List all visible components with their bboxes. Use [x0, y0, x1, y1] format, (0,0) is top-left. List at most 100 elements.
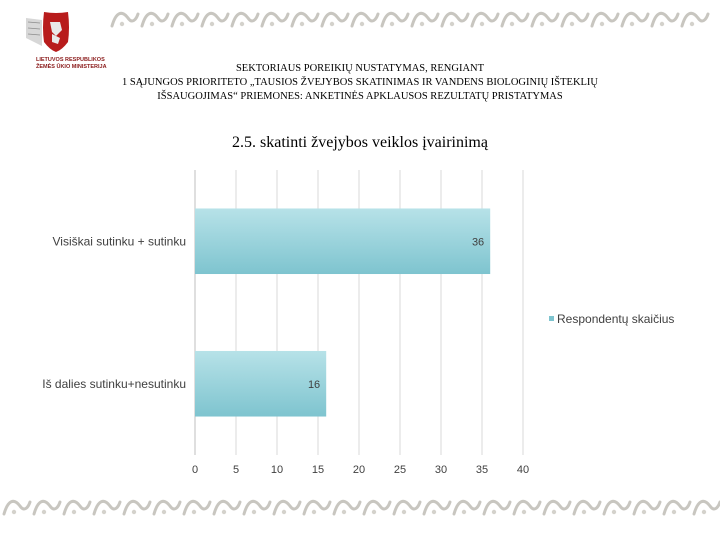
ornament-swirl [410, 11, 440, 28]
x-tick-label: 15 [312, 464, 324, 476]
ornament-dot [299, 21, 305, 27]
ornament-dot [269, 21, 275, 27]
ornament-border-bottom [2, 499, 720, 516]
ornament-swirl [512, 499, 542, 516]
ornament-swirl [590, 11, 620, 28]
ornament-swirl [350, 11, 380, 28]
ornament-dot [41, 509, 47, 515]
x-tick-label: 40 [517, 464, 529, 476]
ornament-dot [311, 509, 317, 515]
ornament-swirl [530, 11, 560, 28]
x-tick-label: 10 [271, 464, 283, 476]
ornament-swirl [230, 11, 260, 28]
ornament-dot [101, 509, 107, 515]
ornament-dot [479, 21, 485, 27]
ornament-dot [611, 509, 617, 515]
ornament-swirl [152, 499, 182, 516]
ornament-swirl [260, 11, 290, 28]
ornament-swirl [482, 499, 512, 516]
ornament-swirl [272, 499, 302, 516]
ornament-swirl [560, 11, 590, 28]
ornament-swirl [392, 499, 422, 516]
ornament-dot [119, 21, 125, 27]
ornament-swirl [692, 499, 720, 516]
ornament-dot [431, 509, 437, 515]
ornament-dot [641, 509, 647, 515]
ornament-swirl [290, 11, 320, 28]
header-line-2: 1 SĄJUNGOS PRIORITETO „TAUSIOS ŽVEJYBOS … [121, 77, 599, 88]
ornament-swirl [320, 11, 350, 28]
ornament-swirl [632, 499, 662, 516]
ornament-dot [659, 21, 665, 27]
bar [195, 350, 327, 417]
ornament-swirl [500, 11, 530, 28]
ornament-swirl [140, 11, 170, 28]
slide-header: SEKTORIAUS POREIKIŲ NUSTATYMAS, RENGIANT… [40, 62, 680, 104]
ornament-dot [401, 509, 407, 515]
ornament-swirl [470, 11, 500, 28]
ornament-swirl [650, 11, 680, 28]
ornament-swirl [422, 499, 452, 516]
coat-of-arms-icon [26, 12, 69, 52]
ornament-dot [521, 509, 527, 515]
ornament-swirl [572, 499, 602, 516]
ornament-dot [461, 509, 467, 515]
data-label: 16 [308, 379, 320, 391]
logo-text-line1: LIETUVOS RESPUBLIKOS [36, 57, 105, 63]
ornament-swirl [332, 499, 362, 516]
ornament-swirl [362, 499, 392, 516]
header-line-3: IŠSAUGOJIMAS“ PRIEMONES: ANKETINĖS APKLA… [157, 91, 563, 102]
ornament-swirl [110, 11, 140, 28]
ornament-swirl [380, 11, 410, 28]
ornament-swirl [170, 11, 200, 28]
ornament-dot [131, 509, 137, 515]
ornament-dot [359, 21, 365, 27]
ministry-logo: LIETUVOS RESPUBLIKOS ŽEMĖS ŪKIO MINISTER… [22, 8, 107, 70]
x-tick-label: 30 [435, 464, 447, 476]
ornament-dot [221, 509, 227, 515]
ornament-dot [239, 21, 245, 27]
ornament-swirl [122, 499, 152, 516]
ornament-dot [149, 21, 155, 27]
ornament-dot [599, 21, 605, 27]
x-tick-label: 35 [476, 464, 488, 476]
ornament-dot [371, 509, 377, 515]
x-tick-label: 0 [192, 464, 198, 476]
ornament-dot [629, 21, 635, 27]
ornament-dot [209, 21, 215, 27]
ornament-swirl [620, 11, 650, 28]
x-tick-label: 5 [233, 464, 239, 476]
ornament-swirl [602, 499, 632, 516]
ornament-dot [71, 509, 77, 515]
ornament-dot [341, 509, 347, 515]
ornament-swirl [542, 499, 572, 516]
ornament-swirl [62, 499, 92, 516]
ornament-dot [539, 21, 545, 27]
ornament-dot [179, 21, 185, 27]
ornament-dot [581, 509, 587, 515]
ornament-dot [11, 509, 17, 515]
ornament-dot [551, 509, 557, 515]
data-label: 36 [472, 236, 484, 248]
ornament-dot [569, 21, 575, 27]
ornament-swirl [680, 11, 710, 28]
ornament-swirl [212, 499, 242, 516]
ornament-dot [281, 509, 287, 515]
header-line-1: SEKTORIAUS POREIKIŲ NUSTATYMAS, RENGIANT [235, 63, 485, 74]
ornament-dot [509, 21, 515, 27]
ornament-swirl [32, 499, 62, 516]
logo-text-line2: ŽEMĖS ŪKIO MINISTERIJA [36, 64, 107, 70]
ornament-swirl [242, 499, 272, 516]
legend-swatch [549, 316, 554, 321]
ornament-dot [251, 509, 257, 515]
ornament-dot [491, 509, 497, 515]
x-tick-label: 20 [353, 464, 365, 476]
ornament-swirl [182, 499, 212, 516]
ornament-dot [161, 509, 167, 515]
bar [195, 208, 491, 275]
category-label: Visiškai sutinku + sutinku [52, 234, 186, 248]
ornament-swirl [200, 11, 230, 28]
ornament-swirl [452, 499, 482, 516]
category-label: Iš dalies sutinku+nesutinku [42, 377, 186, 391]
